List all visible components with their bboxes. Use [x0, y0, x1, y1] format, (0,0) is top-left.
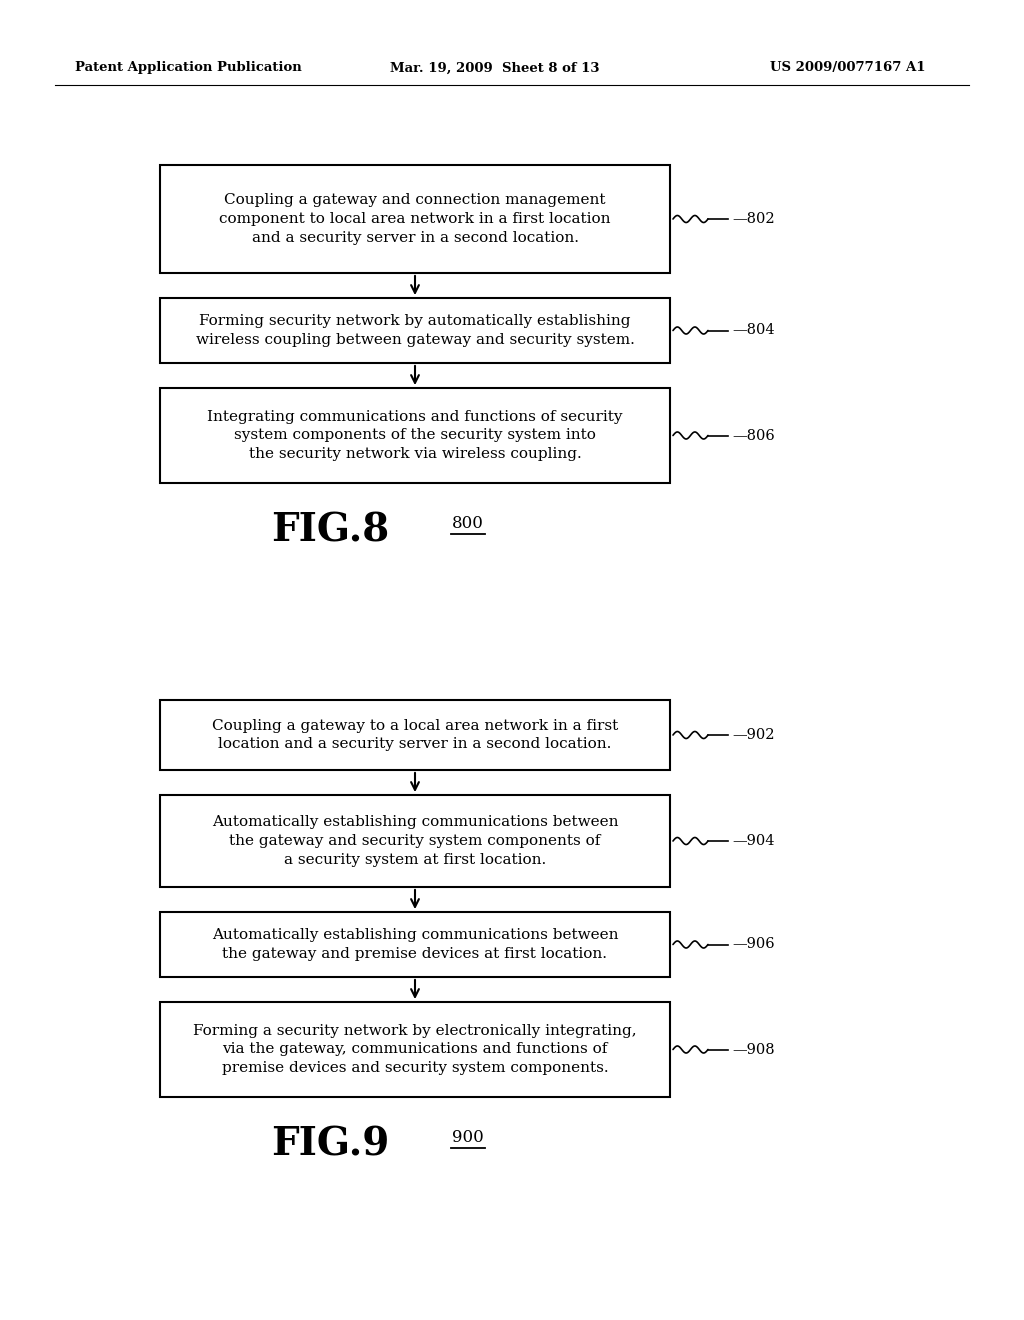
Bar [160, 912, 670, 977]
Bar [160, 165, 670, 273]
Bar [160, 795, 670, 887]
Bar [160, 298, 670, 363]
Text: —902: —902 [732, 729, 774, 742]
Text: Automatically establishing communications between
the gateway and security syste: Automatically establishing communication… [212, 814, 618, 867]
Bar [160, 388, 670, 483]
Text: Integrating communications and functions of security
system components of the se: Integrating communications and functions… [207, 409, 623, 462]
Text: Patent Application Publication: Patent Application Publication [75, 62, 302, 74]
Text: —906: —906 [732, 937, 774, 952]
Text: FIG.9: FIG.9 [270, 1126, 389, 1164]
Text: —804: —804 [732, 323, 774, 338]
Text: US 2009/0077167 A1: US 2009/0077167 A1 [770, 62, 926, 74]
Text: —904: —904 [732, 834, 774, 847]
Bar [160, 1002, 670, 1097]
Text: Forming a security network by electronically integrating,
via the gateway, commu: Forming a security network by electronic… [194, 1023, 637, 1076]
Text: Coupling a gateway and connection management
component to local area network in : Coupling a gateway and connection manage… [219, 193, 610, 246]
Text: Mar. 19, 2009  Sheet 8 of 13: Mar. 19, 2009 Sheet 8 of 13 [390, 62, 599, 74]
Text: 900: 900 [453, 1129, 484, 1146]
Text: Coupling a gateway to a local area network in a first
location and a security se: Coupling a gateway to a local area netwo… [212, 718, 618, 751]
Text: Automatically establishing communications between
the gateway and premise device: Automatically establishing communication… [212, 928, 618, 961]
Text: —806: —806 [732, 429, 775, 442]
Text: —908: —908 [732, 1043, 774, 1056]
Text: 800: 800 [452, 515, 484, 532]
Bar [160, 700, 670, 770]
Text: FIG.8: FIG.8 [271, 512, 389, 550]
Text: —802: —802 [732, 213, 774, 226]
Text: Forming security network by automatically establishing
wireless coupling between: Forming security network by automaticall… [196, 314, 635, 347]
